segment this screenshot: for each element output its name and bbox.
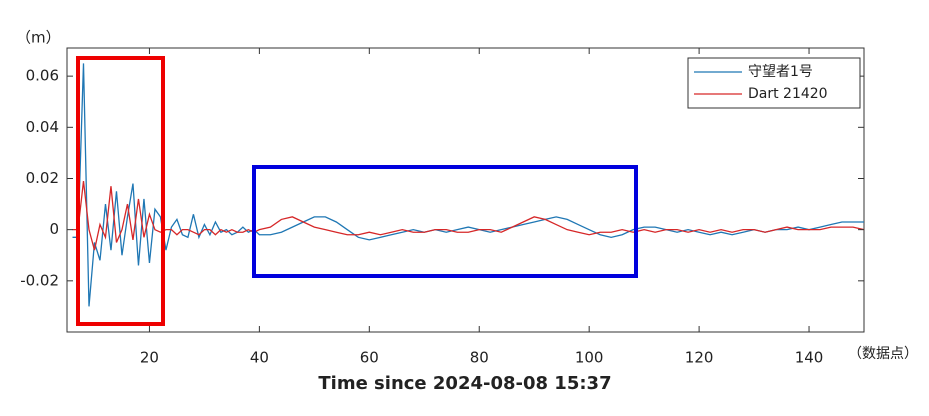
- y-tick-label: 0.02: [26, 169, 59, 187]
- y-tick-label: -0.02: [20, 271, 59, 289]
- x-tick-label: 20: [140, 349, 159, 367]
- y-axis-label: （m）: [16, 29, 61, 47]
- x-unit-label: （数据点）: [848, 346, 918, 362]
- x-tick-label: 120: [685, 349, 714, 367]
- legend-box: [687, 57, 861, 109]
- x-tick-label: 140: [795, 349, 824, 367]
- highlight-box: [76, 56, 165, 326]
- legend-label: Dart 21420: [748, 86, 828, 102]
- y-tick-label: 0: [49, 220, 59, 238]
- x-tick-label: 80: [470, 349, 489, 367]
- legend-label: 守望者1号: [748, 64, 813, 80]
- x-tick-label: 40: [250, 349, 269, 367]
- plot-area: [72, 63, 865, 307]
- y-tick-label: 0.06: [26, 67, 59, 85]
- data-line: [72, 63, 864, 307]
- data-line: [72, 180, 865, 251]
- highlight-box: [252, 165, 638, 278]
- x-tick-label: 60: [360, 349, 379, 367]
- x-tick-label: 100: [575, 349, 604, 367]
- x-axis-label: Time since 2024-08-08 15:37: [318, 373, 611, 394]
- y-tick-label: 0.04: [26, 118, 59, 136]
